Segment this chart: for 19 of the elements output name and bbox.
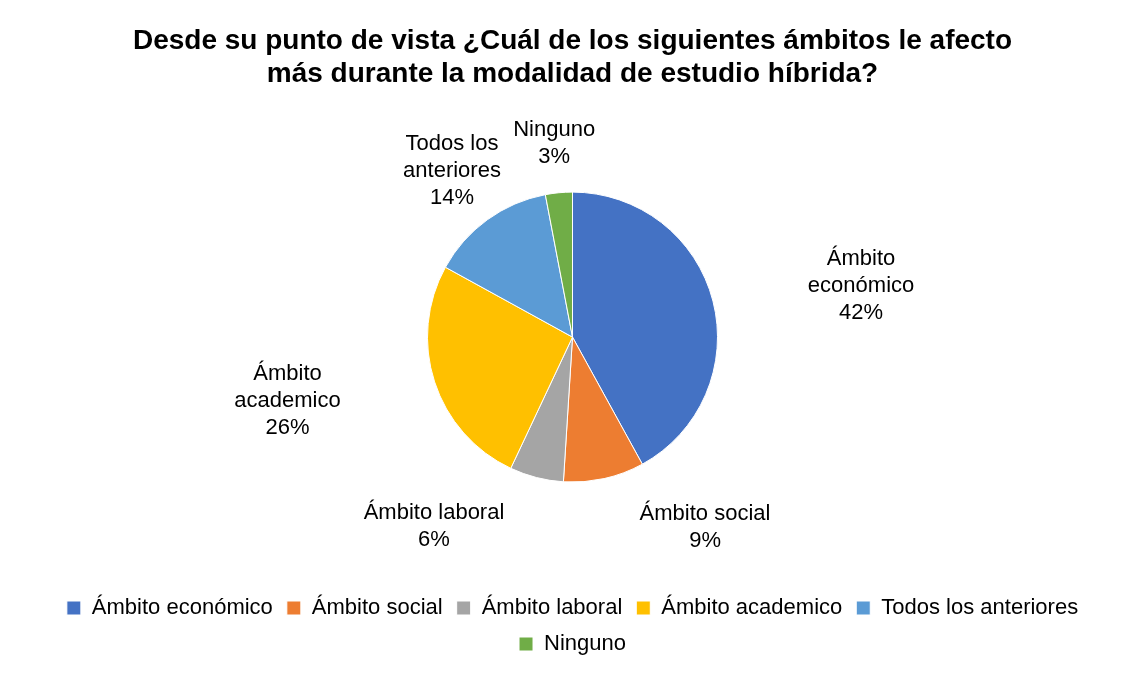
data-label: 26% xyxy=(265,413,310,439)
legend-label: Ninguno xyxy=(544,630,626,656)
legend-label: Ámbito academico xyxy=(661,594,843,620)
slice-label: Ámbito social xyxy=(639,499,771,525)
legend-label: Todos los anteriores xyxy=(881,594,1079,620)
legend-label: Ámbito económico xyxy=(91,594,273,620)
data-label: 9% xyxy=(689,526,721,552)
data-label: 42% xyxy=(839,299,884,325)
legend-label: Ámbito social xyxy=(311,594,443,620)
slice-label: Ámbito laboral xyxy=(363,498,505,524)
data-label: 14% xyxy=(429,184,475,210)
slice-label: Ninguno xyxy=(513,115,596,141)
chart-title: Desde su punto de vista ¿Cuál de los siguientes ámbitos le afecto más durante la modalidad de estudio híbrida? xyxy=(132,23,1013,89)
data-label: 6% xyxy=(418,525,450,551)
legend-label: Ámbito laboral xyxy=(481,594,623,620)
data-label: 3% xyxy=(538,142,571,168)
slice-label: Ámbito económico xyxy=(807,245,915,298)
slice-label: Todos los anteriores xyxy=(403,130,501,183)
slice-label: Ámbito academico xyxy=(234,359,341,412)
